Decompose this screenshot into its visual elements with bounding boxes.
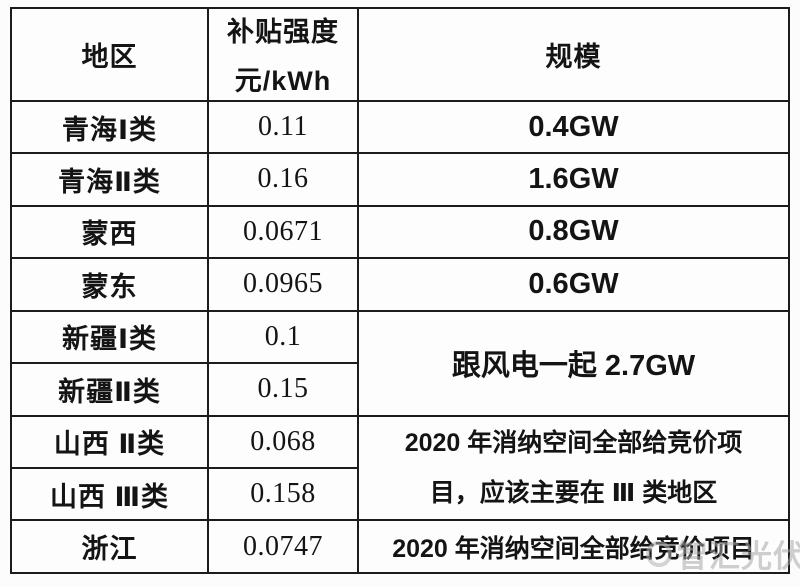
subsidy-cell: 0.11	[207, 99, 359, 155]
table-row: 青海Ⅰ类 0.11 0.4GW	[10, 99, 790, 155]
subsidy-cell: 0.15	[207, 362, 359, 417]
subsidy-cell: 0.1	[207, 309, 359, 365]
subsidy-cell: 0.068	[207, 414, 359, 469]
header-subsidy-line1: 补贴强度	[227, 17, 339, 48]
region-cell: 新疆Ⅰ类	[10, 309, 209, 365]
header-subsidy: 补贴强度 元/kWh	[207, 7, 359, 102]
region-cell: 山西 Ⅲ类	[10, 466, 209, 522]
scale-cell-merged-shanxi: 2020 年消纳空间全部给竞价项 目，应该主要在 Ⅲ 类地区	[357, 414, 790, 522]
scale-cell-zhejiang: 2020 年消纳空间全部给竞价项目	[357, 519, 790, 574]
region-cell: 青海Ⅰ类	[10, 99, 209, 155]
subsidy-table: 地区 补贴强度 元/kWh 规模 青海Ⅰ类 0.11 0.4GW 青海Ⅱ类 0.…	[10, 7, 790, 574]
table-header-row: 地区 补贴强度 元/kWh 规模	[10, 7, 790, 102]
table-row: 新疆Ⅰ类 0.1 跟风电一起 2.7GW	[10, 309, 790, 417]
header-scale-label: 规模	[545, 41, 602, 72]
scale-cell: 0.4GW	[357, 99, 790, 155]
subsidy-cell: 0.158	[207, 466, 359, 522]
region-cell: 山西 Ⅱ类	[10, 414, 209, 469]
scale-merged-shanxi-line2: 目，应该主要在 Ⅲ 类地区	[429, 478, 718, 507]
scale-cell: 0.8GW	[357, 204, 790, 260]
table-row: 山西 Ⅲ类 0.158	[10, 466, 789, 522]
subsidy-cell: 0.16	[207, 152, 359, 207]
table-row: 蒙西 0.0671 0.8GW	[10, 204, 790, 260]
table-row: 蒙东 0.0965 0.6GW	[10, 257, 790, 312]
subsidy-cell: 0.0747	[207, 519, 359, 574]
table-row: 新疆Ⅱ类 0.15	[10, 362, 789, 417]
header-region-label: 地区	[81, 41, 138, 72]
scale-cell-merged-xinjiang: 跟风电一起 2.7GW	[357, 309, 790, 417]
scale-merged-shanxi-line1: 2020 年消纳空间全部给竞价项	[404, 428, 743, 457]
header-subsidy-line2: 元/kWh	[234, 66, 332, 97]
region-cell: 新疆Ⅱ类	[10, 362, 209, 417]
table-row: 浙江 0.0747 2020 年消纳空间全部给竞价项目	[10, 519, 790, 574]
table-row: 青海Ⅱ类 0.16 1.6GW	[10, 152, 790, 207]
table-row: 山西 Ⅱ类 0.068 2020 年消纳空间全部给竞价项 目，应该主要在 Ⅲ 类…	[10, 414, 790, 522]
subsidy-cell: 0.0965	[207, 257, 359, 312]
subsidy-cell: 0.0671	[207, 204, 359, 260]
scale-cell: 1.6GW	[357, 152, 790, 207]
region-cell: 蒙东	[10, 257, 209, 312]
region-cell: 浙江	[10, 519, 209, 574]
region-cell: 蒙西	[10, 204, 209, 260]
scale-cell: 0.6GW	[357, 257, 790, 312]
header-scale: 规模	[357, 7, 790, 102]
region-cell: 青海Ⅱ类	[10, 152, 209, 207]
header-region: 地区	[10, 7, 209, 102]
